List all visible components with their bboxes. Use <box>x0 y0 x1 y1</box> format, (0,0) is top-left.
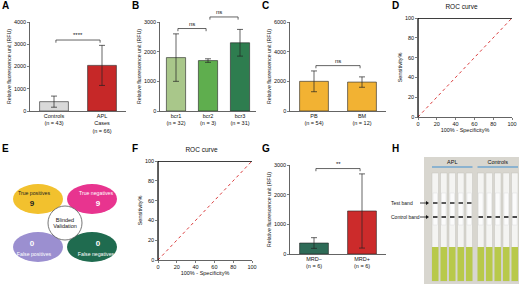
svg-text:Controls: Controls <box>488 159 509 165</box>
svg-text:ROC curve: ROC curve <box>445 3 478 10</box>
svg-text:1000: 1000 <box>144 78 156 84</box>
svg-text:40: 40 <box>193 264 199 270</box>
svg-text:0: 0 <box>416 121 419 127</box>
svg-text:100% - Specificity%: 100% - Specificity% <box>181 270 230 276</box>
svg-text:9: 9 <box>96 199 101 208</box>
svg-text:0: 0 <box>411 114 414 120</box>
svg-text:100: 100 <box>247 264 256 270</box>
svg-text:0: 0 <box>283 251 286 257</box>
svg-text:Relative fluorescence unit (RF: Relative fluorescence unit (RFU) <box>266 29 272 104</box>
svg-text:1000: 1000 <box>14 86 26 92</box>
svg-text:100: 100 <box>145 158 154 164</box>
svg-text:4000: 4000 <box>14 19 26 25</box>
svg-text:APL: APL <box>447 159 457 165</box>
svg-text:ns: ns <box>335 58 341 64</box>
svg-text:60: 60 <box>148 198 154 204</box>
svg-text:20: 20 <box>174 264 180 270</box>
svg-text:Relative fluorescence unit (RF: Relative fluorescence unit (RFU) <box>6 29 12 104</box>
html-text:G: G <box>262 143 270 154</box>
svg-text:60: 60 <box>408 55 414 61</box>
html-text:C: C <box>262 0 270 11</box>
html-text:B: B <box>132 0 140 11</box>
svg-text:20: 20 <box>434 121 440 127</box>
svg-text:PB(n = 54): PB(n = 54) <box>304 113 323 126</box>
svg-text:MRD−(n = 6): MRD−(n = 6) <box>306 256 322 269</box>
svg-text:40: 40 <box>148 217 154 223</box>
svg-text:2000: 2000 <box>274 192 286 198</box>
svg-text:APLCases(n = 66): APLCases(n = 66) <box>92 113 111 133</box>
svg-text:**: ** <box>336 161 341 167</box>
svg-text:9: 9 <box>30 199 35 208</box>
svg-text:bcr1(n = 32): bcr1(n = 32) <box>166 113 185 126</box>
svg-text:3000: 3000 <box>14 41 26 47</box>
svg-text:True negatives: True negatives <box>79 190 114 196</box>
svg-text:Relative fluorescence unit (RF: Relative fluorescence unit (RFU) <box>136 29 142 104</box>
svg-text:80: 80 <box>148 178 154 184</box>
svg-text:2000: 2000 <box>274 78 286 84</box>
svg-text:False positives: False positives <box>17 251 52 257</box>
svg-text:ROC curve: ROC curve <box>185 146 218 153</box>
svg-text:False negatives: False negatives <box>78 251 115 257</box>
svg-text:20: 20 <box>148 237 154 243</box>
svg-text:ns: ns <box>189 21 195 27</box>
svg-text:40: 40 <box>408 74 414 80</box>
svg-text:2000: 2000 <box>144 49 156 55</box>
svg-text:20: 20 <box>408 94 414 100</box>
svg-text:Control band: Control band <box>391 214 420 220</box>
svg-text:Test band: Test band <box>391 200 413 206</box>
svg-text:Validation: Validation <box>53 223 77 229</box>
svg-text:0: 0 <box>283 108 286 114</box>
svg-text:0: 0 <box>153 108 156 114</box>
svg-text:4000: 4000 <box>274 49 286 55</box>
svg-text:0: 0 <box>156 264 159 270</box>
svg-text:BM(n = 12): BM(n = 12) <box>352 113 371 126</box>
svg-text:100: 100 <box>507 121 516 127</box>
svg-text:3000: 3000 <box>274 162 286 168</box>
svg-text:40: 40 <box>453 121 459 127</box>
svg-text:0: 0 <box>96 239 101 248</box>
svg-text:60: 60 <box>471 121 477 127</box>
svg-text:True positives: True positives <box>18 190 51 196</box>
svg-text:Controls(n = 43): Controls(n = 43) <box>44 113 65 126</box>
svg-text:MRD+(n = 6): MRD+(n = 6) <box>354 256 370 269</box>
svg-text:2000: 2000 <box>14 63 26 69</box>
svg-text:100% - Specificity%: 100% - Specificity% <box>441 127 490 133</box>
svg-text:6000: 6000 <box>274 19 286 25</box>
svg-text:****: **** <box>73 32 83 38</box>
svg-text:80: 80 <box>230 264 236 270</box>
svg-text:3000: 3000 <box>144 19 156 25</box>
html-text:F: F <box>132 143 139 154</box>
svg-text:Relative fluorescence unit (RF: Relative fluorescence unit (RFU) <box>266 172 272 247</box>
svg-text:0: 0 <box>151 257 154 263</box>
svg-text:60: 60 <box>211 264 217 270</box>
html-text:H: H <box>392 143 400 154</box>
svg-text:0: 0 <box>23 108 26 114</box>
html-text:A: A <box>2 0 10 11</box>
svg-text:80: 80 <box>408 35 414 41</box>
svg-text:Sensitivity%: Sensitivity% <box>137 196 143 226</box>
html-text:D: D <box>392 0 400 11</box>
html-text:E: E <box>2 143 9 154</box>
svg-text:bcr2(n = 3): bcr2(n = 3) <box>200 113 216 126</box>
svg-text:bcr3(n = 31): bcr3(n = 31) <box>230 113 249 126</box>
svg-text:Blinded: Blinded <box>56 217 74 223</box>
svg-text:0: 0 <box>30 239 35 248</box>
svg-text:80: 80 <box>490 121 496 127</box>
svg-text:Sensitivity%: Sensitivity% <box>397 53 403 83</box>
svg-text:ns: ns <box>216 9 222 15</box>
svg-text:100: 100 <box>405 15 414 21</box>
svg-text:1000: 1000 <box>274 221 286 227</box>
